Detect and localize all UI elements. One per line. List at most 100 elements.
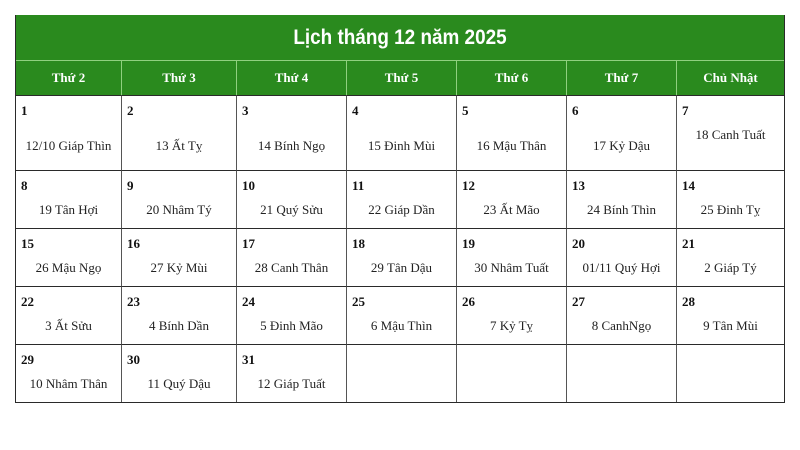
calendar-title: Lịch tháng 12 năm 2025 <box>54 15 746 60</box>
day-cell[interactable]: 19 30 Nhâm Tuất <box>456 228 566 286</box>
day-cell[interactable]: 9 20 Nhâm Tý <box>121 170 236 228</box>
solar-day: 20 <box>572 236 585 251</box>
lunar-date: 8 CanhNgọ <box>591 318 652 333</box>
day-cell[interactable]: 14 25 Đinh Tỵ <box>676 170 784 228</box>
solar-day: 9 <box>127 178 134 193</box>
day-cell[interactable]: 5 16 Mậu Thân <box>456 95 566 170</box>
day-cell[interactable]: 23 4 Bính Dần <box>121 286 236 344</box>
day-cell[interactable]: 21 2 Giáp Tý <box>676 228 784 286</box>
day-cell[interactable]: 31 12 Giáp Tuất <box>236 344 346 402</box>
day-cell[interactable]: 11 22 Giáp Dần <box>346 170 456 228</box>
day-cell[interactable]: 4 15 Đinh Mùi <box>346 95 456 170</box>
solar-day: 10 <box>242 178 255 193</box>
day-cell[interactable]: 28 9 Tân Mùi <box>676 286 784 344</box>
day-cell[interactable]: 16 27 Kỷ Mùi <box>121 228 236 286</box>
solar-day: 2 <box>127 103 134 118</box>
lunar-date: 12/10 Giáp Thìn <box>25 138 112 153</box>
lunar-date: 9 Tân Mùi <box>703 318 758 333</box>
solar-day: 21 <box>682 236 695 251</box>
solar-day: 27 <box>572 294 585 309</box>
solar-day: 6 <box>572 103 579 118</box>
lunar-date: 21 Quý Sửu <box>260 202 323 217</box>
day-cell[interactable]: 25 6 Mậu Thìn <box>346 286 456 344</box>
calendar-body: 1 12/10 Giáp Thìn 2 13 Ất Tỵ 3 14 Bính Ngọ 4 15… <box>16 95 784 402</box>
lunar-date: 29 Tân Dậu <box>370 260 433 275</box>
lunar-date: 22 Giáp Dần <box>368 202 435 217</box>
weekday-header: Thứ 5 <box>346 61 456 95</box>
lunar-date: 20 Nhâm Tý <box>146 202 212 217</box>
weekday-header: Thứ 7 <box>566 61 676 95</box>
solar-day: 8 <box>21 178 28 193</box>
solar-day: 5 <box>462 103 469 118</box>
solar-day: 4 <box>352 103 359 118</box>
solar-day: 7 <box>682 103 689 118</box>
lunar-date: 5 Đinh Mão <box>260 318 323 333</box>
solar-day: 22 <box>21 294 34 309</box>
day-cell[interactable]: 22 3 Ất Sửu <box>16 286 121 344</box>
lunar-date: 7 Kỷ Tỵ <box>489 318 534 333</box>
solar-day: 14 <box>682 178 695 193</box>
solar-day: 16 <box>127 236 140 251</box>
day-cell[interactable]: 12 23 Ất Mão <box>456 170 566 228</box>
lunar-date: 30 Nhâm Tuất <box>474 260 549 275</box>
solar-day: 18 <box>352 236 365 251</box>
day-cell[interactable]: 13 24 Bính Thìn <box>566 170 676 228</box>
lunar-date: 10 Nhâm Thân <box>29 376 108 391</box>
day-cell[interactable]: 18 29 Tân Dậu <box>346 228 456 286</box>
lunar-date: 16 Mậu Thân <box>476 138 547 153</box>
lunar-date: 3 Ất Sửu <box>45 318 92 333</box>
weekday-header: Thứ 2 <box>16 61 121 95</box>
day-cell[interactable]: 6 17 Kỷ Dậu <box>566 95 676 170</box>
lunar-date: 01/11 Quý Hợi <box>582 260 661 275</box>
weekday-header: Thứ 3 <box>121 61 236 95</box>
lunar-date: 11 Quý Dậu <box>147 376 211 391</box>
solar-day: 23 <box>127 294 140 309</box>
empty-cell <box>566 344 676 402</box>
solar-day: 30 <box>127 352 140 367</box>
calendar-table: Lịch tháng 12 năm 2025 Thứ 2 Thứ 3 Thứ 4 Th… <box>15 15 785 403</box>
day-cell[interactable]: 1 12/10 Giáp Thìn <box>16 95 121 170</box>
lunar-date: 28 Canh Thân <box>254 260 329 275</box>
lunar-date: 15 Đinh Mùi <box>367 138 436 153</box>
day-cell[interactable]: 7 18 Canh Tuất <box>676 95 784 170</box>
solar-day: 15 <box>21 236 34 251</box>
calendar-header: Lịch tháng 12 năm 2025 <box>16 15 784 61</box>
solar-day: 1 <box>21 103 28 118</box>
solar-day: 13 <box>572 178 585 193</box>
solar-day: 24 <box>242 294 255 309</box>
day-cell[interactable]: 26 7 Kỷ Tỵ <box>456 286 566 344</box>
weekday-header: Thứ 4 <box>236 61 346 95</box>
empty-cell <box>346 344 456 402</box>
empty-cell <box>676 344 784 402</box>
day-cell[interactable]: 8 19 Tân Hợi <box>16 170 121 228</box>
weekday-header: Thứ 6 <box>456 61 566 95</box>
lunar-date: 24 Bính Thìn <box>586 202 657 217</box>
solar-day: 28 <box>682 294 695 309</box>
day-cell[interactable]: 3 14 Bính Ngọ <box>236 95 346 170</box>
empty-cell <box>456 344 566 402</box>
day-cell[interactable]: 29 10 Nhâm Thân <box>16 344 121 402</box>
lunar-date: 26 Mậu Ngọ <box>35 260 102 275</box>
lunar-date: 14 Bính Ngọ <box>257 138 326 153</box>
weekday-header-row: Thứ 2 Thứ 3 Thứ 4 Thứ 5 Thứ 6 Thứ 7 Chủ Nhật <box>16 61 784 95</box>
day-cell[interactable]: 20 01/11 Quý Hợi <box>566 228 676 286</box>
solar-day: 31 <box>242 352 255 367</box>
lunar-date: 17 Kỷ Dậu <box>592 138 651 153</box>
day-cell[interactable]: 27 8 CanhNgọ <box>566 286 676 344</box>
day-cell[interactable]: 2 13 Ất Tỵ <box>121 95 236 170</box>
day-cell[interactable]: 17 28 Canh Thân <box>236 228 346 286</box>
lunar-date: 23 Ất Mão <box>483 202 540 217</box>
solar-day: 26 <box>462 294 475 309</box>
lunar-date: 18 Canh Tuất <box>695 127 766 142</box>
lunar-date: 4 Bính Dần <box>149 318 209 333</box>
lunar-date: 2 Giáp Tý <box>704 260 757 275</box>
day-cell[interactable]: 24 5 Đinh Mão <box>236 286 346 344</box>
weekday-header: Chủ Nhật <box>676 61 784 95</box>
day-cell[interactable]: 30 11 Quý Dậu <box>121 344 236 402</box>
day-cell[interactable]: 10 21 Quý Sửu <box>236 170 346 228</box>
solar-day: 19 <box>462 236 475 251</box>
lunar-date: 19 Tân Hợi <box>38 202 99 217</box>
day-cell[interactable]: 15 26 Mậu Ngọ <box>16 228 121 286</box>
solar-day: 25 <box>352 294 365 309</box>
solar-day: 17 <box>242 236 255 251</box>
